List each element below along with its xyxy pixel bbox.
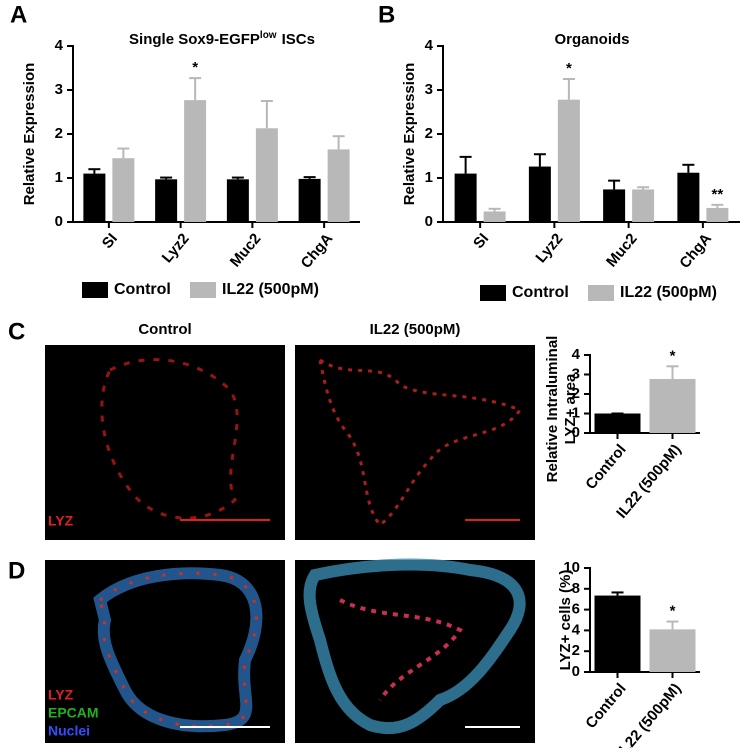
y-axis-label: LYZ+ cells (%) — [557, 570, 574, 671]
panel-label: C — [8, 318, 25, 345]
legend-label: IL22 (500pM) — [620, 284, 717, 301]
bar — [83, 173, 106, 222]
bar — [594, 595, 641, 672]
significance-label: * — [670, 347, 676, 364]
y-tick-label: 4 — [572, 346, 581, 363]
bar — [528, 166, 551, 222]
panel-label: A — [10, 1, 27, 28]
x-tick-label: Lyz2 — [532, 230, 566, 266]
bar — [327, 149, 350, 222]
y-axis-label: Relative Expression — [401, 63, 418, 206]
y-axis-label: LYZ+ area — [562, 373, 579, 444]
bar — [226, 179, 249, 222]
y-tick-label: 3 — [572, 365, 580, 382]
bar — [184, 100, 207, 222]
legend-swatch — [588, 285, 614, 301]
title-text: Organoids — [554, 31, 629, 48]
y-tick-label: 0 — [572, 424, 580, 441]
bar — [112, 158, 135, 222]
y-tick-label: 2 — [55, 125, 63, 142]
bar — [649, 629, 696, 672]
bar — [155, 179, 178, 222]
y-tick-label: 4 — [425, 37, 434, 54]
y-tick-label: 10 — [563, 559, 580, 576]
significance-label: ** — [712, 186, 724, 203]
y-tick-label: 2 — [425, 125, 433, 142]
bar — [255, 128, 278, 222]
x-tick-label: ChgA — [297, 230, 336, 272]
micrograph-c-control — [45, 345, 285, 540]
y-tick-label: 0 — [55, 213, 63, 230]
y-tick-label: 2 — [572, 642, 580, 659]
y-tick-label: 3 — [425, 81, 433, 98]
chart-title: Single Sox9-EGFPlow ISCs — [129, 30, 315, 48]
stain-label: Nuclei — [48, 723, 90, 739]
y-tick-label: 4 — [55, 37, 64, 54]
y-axis-label: Relative Intraluminal — [544, 336, 561, 483]
bar — [632, 189, 655, 222]
panel-label: B — [378, 1, 395, 28]
bar — [603, 189, 626, 222]
significance-label: * — [566, 60, 572, 77]
y-tick-label: 0 — [572, 663, 580, 680]
stain-label: LYZ — [48, 513, 74, 529]
x-tick-label: SI — [99, 230, 121, 252]
bar — [677, 172, 700, 222]
panel-label: D — [8, 557, 25, 584]
y-tick-label: 8 — [572, 580, 580, 597]
x-tick-label: SI — [470, 230, 492, 252]
micrograph-d-il22 — [295, 558, 535, 743]
y-tick-label: 2 — [572, 385, 580, 402]
y-tick-label: 1 — [425, 169, 433, 186]
y-tick-label: 0 — [425, 213, 433, 230]
y-tick-label: 1 — [55, 169, 63, 186]
stain-label: EPCAM — [48, 705, 99, 721]
y-tick-label: 4 — [572, 621, 581, 638]
y-tick-label: 3 — [55, 81, 63, 98]
x-tick-label: Muc2 — [227, 230, 265, 270]
title-superscript: low — [260, 30, 277, 41]
bar — [649, 378, 696, 433]
x-tick-label: Control — [582, 680, 629, 732]
y-tick-label: 1 — [572, 404, 580, 421]
column-header: Control — [138, 321, 191, 338]
bar — [483, 211, 506, 222]
y-tick-label: 6 — [572, 601, 580, 618]
column-header: IL22 (500pM) — [370, 321, 461, 338]
stain-label: LYZ — [48, 687, 74, 703]
legend-swatch — [82, 282, 108, 298]
bar — [594, 413, 641, 433]
x-tick-label: Control — [582, 441, 629, 493]
micrograph-d-control — [45, 560, 285, 743]
legend-swatch — [190, 282, 216, 298]
significance-label: * — [192, 59, 198, 76]
significance-label: * — [670, 603, 676, 620]
legend-swatch — [480, 285, 506, 301]
x-tick-label: ChgA — [676, 230, 715, 272]
chart-title: Organoids — [554, 31, 629, 48]
x-tick-label: Muc2 — [603, 230, 641, 270]
title-text: Single Sox9-EGFP — [129, 31, 260, 48]
bar — [454, 173, 477, 222]
x-tick-label: Lyz2 — [159, 230, 193, 266]
y-axis-label: Relative Expression — [21, 63, 38, 206]
bar — [298, 178, 321, 222]
legend-label: IL22 (500pM) — [222, 281, 319, 298]
bar — [706, 207, 729, 222]
legend-label: Control — [114, 281, 171, 298]
micrograph-c-il22 — [295, 345, 535, 540]
title-text: ISCs — [282, 31, 315, 48]
legend-label: Control — [512, 284, 569, 301]
bar — [557, 99, 580, 222]
